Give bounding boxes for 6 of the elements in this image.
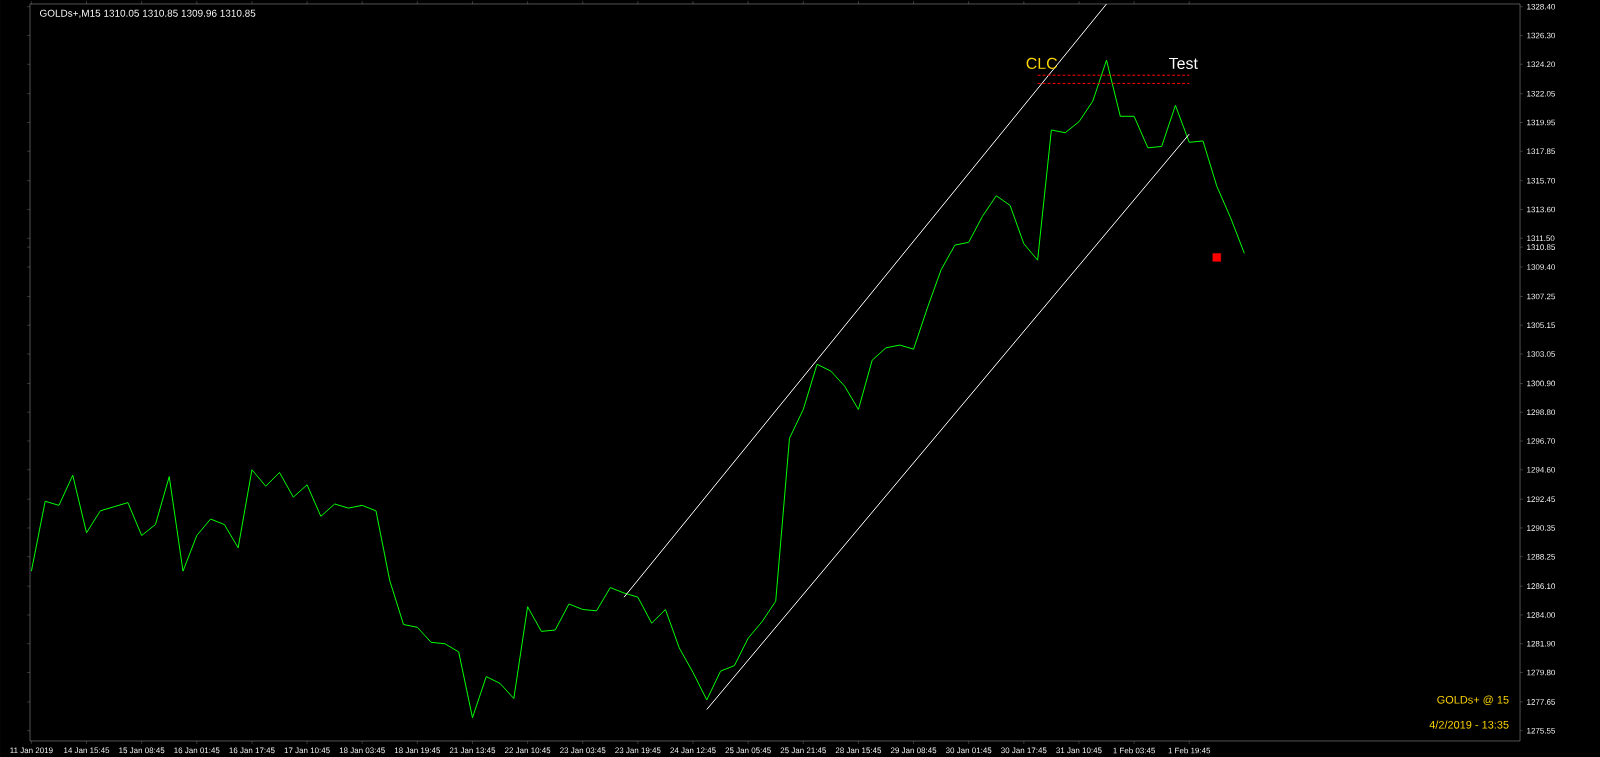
line-series (30, 59, 1245, 719)
annotation: CLC (1026, 57, 1058, 69)
annotation: 4/2/2019 - 13:35 (1429, 720, 1509, 729)
annotation: Test (1169, 57, 1198, 69)
annotation: GOLDs+ @ 15 (1437, 695, 1509, 706)
chart-title: GOLDs+,M15 1310.05 1310.85 1309.96 1310.85 (39, 9, 256, 18)
